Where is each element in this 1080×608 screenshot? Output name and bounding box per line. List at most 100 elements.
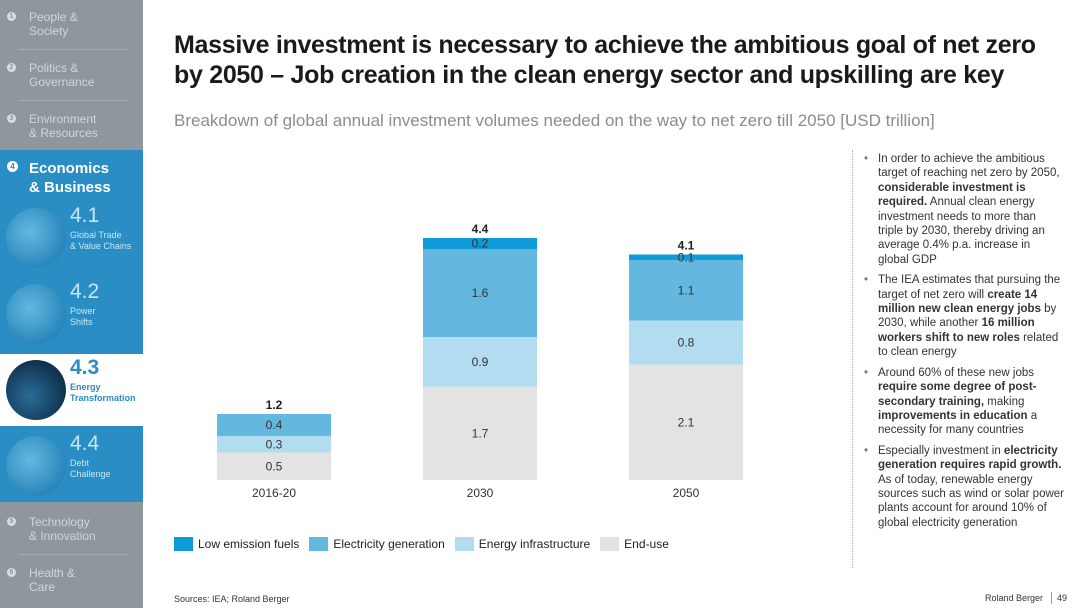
subsection-number: 4.3 xyxy=(70,356,100,379)
legend-item-electricity-generation: Electricity generation xyxy=(309,537,445,551)
chart-legend: Low emission fuels Electricity generatio… xyxy=(174,537,679,551)
bar-segment-low-emission-fuels xyxy=(629,254,743,260)
subsection-number: 4.1 xyxy=(70,204,100,227)
bullet-item: In order to achieve the ambitious target… xyxy=(864,152,1064,267)
legend-item-end-use: End-use xyxy=(600,537,669,551)
subsection-label: Energy Transformation xyxy=(70,382,136,403)
legend-label: Energy infrastructure xyxy=(478,537,591,551)
subsection-4-3[interactable]: 4.3 Energy Transformation xyxy=(0,354,143,426)
key-findings-list: In order to achieve the ambitious target… xyxy=(864,152,1064,536)
data-label: 2.1 xyxy=(678,415,695,429)
data-label: 1.7 xyxy=(472,426,489,440)
x-tick-label: 2050 xyxy=(673,486,700,500)
legend-label: Electricity generation xyxy=(333,537,445,551)
sidebar-item-label: Environment & Resources xyxy=(29,112,98,140)
legend-swatch xyxy=(454,537,474,551)
bullet-emphasis: create 14 million new clean energy jobs xyxy=(878,288,1041,316)
bullet-emphasis: considerable investment is required. xyxy=(878,181,1026,209)
legend-label: Low emission fuels xyxy=(198,537,300,551)
bar-segment-end-use xyxy=(423,386,537,480)
page-number: 49 xyxy=(1057,593,1068,603)
sidebar-divider xyxy=(18,554,128,555)
bullet-text: As of today, renewable energy sources su… xyxy=(878,473,1064,529)
bullet-text: The IEA estimates that pursuing the targ… xyxy=(878,274,1061,301)
subsection-thumbnail xyxy=(6,284,66,344)
brand-name: Roland Berger xyxy=(985,593,1044,603)
x-tick-label: 2030 xyxy=(467,486,494,500)
sidebar-nav: 1 People & Society 2 Politics & Governan… xyxy=(0,0,143,608)
section-number-badge: 4 xyxy=(7,161,18,172)
sidebar-item-label: Technology & Innovation xyxy=(29,515,96,543)
bar-segment-electricity-generation xyxy=(629,260,743,321)
page-title: Massive investment is necessary to achie… xyxy=(174,31,1036,89)
subsection-thumbnail xyxy=(6,436,66,496)
bullet-text: Especially investment in xyxy=(878,444,1004,457)
bullet-text: making xyxy=(984,395,1025,408)
bullet-text: Annual clean energy investment needs to … xyxy=(878,196,1045,266)
bullet-text: by 2030, while another xyxy=(878,303,1057,330)
subsection-label: Debt Challenge xyxy=(70,458,111,479)
section-number-badge: 6 xyxy=(7,568,16,577)
subsection-label: Global Trade & Value Chains xyxy=(70,230,132,251)
bullet-emphasis: require some degree of post-secondary tr… xyxy=(878,381,1037,408)
subsection-thumbnail xyxy=(6,208,66,268)
data-label: 0.5 xyxy=(266,459,283,473)
subsection-number: 4.4 xyxy=(70,432,100,455)
section-number-badge: 5 xyxy=(7,517,16,526)
sources-note: Sources: IEA; Roland Berger xyxy=(174,594,290,604)
legend-item-energy-infrastructure: Energy infrastructure xyxy=(454,537,591,551)
bar-segment-end-use xyxy=(217,452,331,480)
bar-segment-electricity-generation xyxy=(423,249,537,337)
bullet-emphasis: electricity generation requires rapid gr… xyxy=(878,444,1062,472)
data-label: 0.2 xyxy=(472,237,489,251)
bullet-text: a necessity for many countries xyxy=(878,409,1038,437)
data-label: 0.4 xyxy=(266,418,283,432)
bullet-text: Around 60% of these new jobs xyxy=(878,366,1034,379)
bullet-text: related to clean energy xyxy=(878,331,1059,359)
subsection-4-4[interactable]: 4.4 Debt Challenge xyxy=(0,430,143,502)
section-number-badge: 3 xyxy=(7,114,16,123)
subsection-label: Power Shifts xyxy=(70,306,96,327)
legend-swatch xyxy=(309,537,329,551)
section-number-badge: 2 xyxy=(7,63,16,72)
bullet-item: The IEA estimates that pursuing the targ… xyxy=(864,273,1064,359)
data-label: 0.3 xyxy=(266,437,283,451)
bullet-emphasis: improvements in education xyxy=(878,409,1028,422)
x-tick-label: 2016-20 xyxy=(252,486,296,500)
vertical-divider xyxy=(852,150,853,568)
chart-subtitle: Breakdown of global annual investment vo… xyxy=(174,111,935,130)
legend-label: End-use xyxy=(624,537,669,551)
sidebar-item-label: Health & Care xyxy=(29,566,76,594)
data-label: 1.1 xyxy=(678,283,695,297)
sidebar-divider xyxy=(18,49,128,50)
total-label: 4.1 xyxy=(678,239,695,253)
bullet-item: Around 60% of these new jobs require som… xyxy=(864,366,1064,438)
data-label: 0.8 xyxy=(678,336,695,350)
legend-swatch xyxy=(174,537,193,551)
data-label: 1.6 xyxy=(472,286,489,300)
legend-swatch xyxy=(600,537,620,551)
sidebar-divider xyxy=(18,100,128,101)
subsection-4-2[interactable]: 4.2 Power Shifts xyxy=(0,278,143,350)
sidebar-item-economics-business[interactable]: 4 Economics & Business 4.1 Global Trade … xyxy=(0,150,143,502)
stacked-bar-chart: 0.5 0.3 0.4 1.2 2016-20 1.7 0.9 1.6 0.24.4 2030 2.… xyxy=(217,222,743,500)
data-label: 0.9 xyxy=(472,355,489,369)
total-label: 1.2 xyxy=(266,398,283,412)
bullet-emphasis: 16 million workers shift to new roles xyxy=(878,317,1035,344)
bar-segment-electricity-generation xyxy=(217,414,331,436)
bullet-text: In order to achieve the ambitious target… xyxy=(878,153,1060,180)
bar-segment-end-use xyxy=(629,364,743,480)
bar-segment-energy-infrastructure xyxy=(217,436,331,453)
bar-segment-low-emission-fuels xyxy=(423,238,537,249)
data-label: 0.1 xyxy=(678,250,695,264)
bar-segment-energy-infrastructure xyxy=(629,320,743,365)
subsection-thumbnail xyxy=(6,360,66,420)
sidebar-item-label: People & Society xyxy=(29,10,78,38)
section-number-badge: 1 xyxy=(7,12,16,21)
subsection-4-1[interactable]: 4.1 Global Trade & Value Chains xyxy=(0,202,143,274)
legend-item-low-emission-fuels: Low emission fuels xyxy=(174,537,299,551)
bullet-item: Especially investment in electricity gen… xyxy=(864,444,1064,530)
total-label: 4.4 xyxy=(472,222,489,236)
subsection-number: 4.2 xyxy=(70,280,100,303)
bar-segment-energy-infrastructure xyxy=(423,337,537,387)
